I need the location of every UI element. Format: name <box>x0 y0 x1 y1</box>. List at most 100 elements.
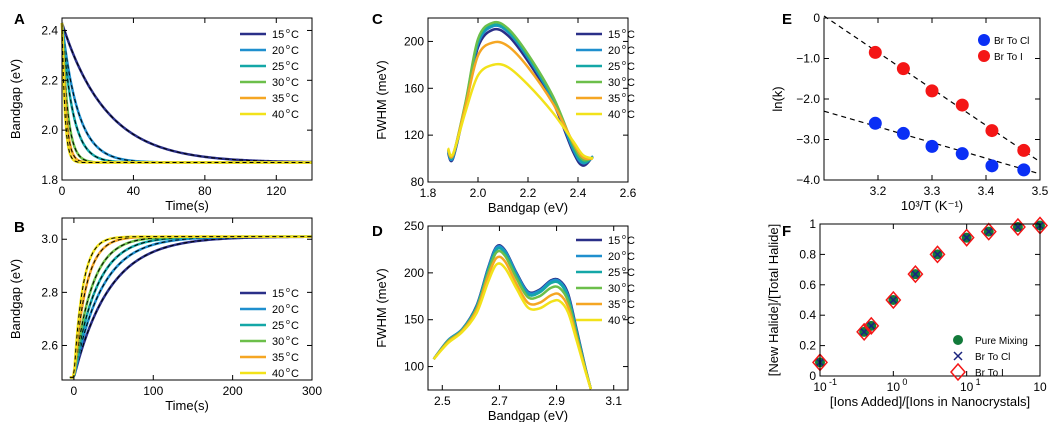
legend-degree: o <box>286 303 290 310</box>
x-tick-exponent: 0 <box>902 377 907 387</box>
legend-unit: C <box>291 320 299 332</box>
y-tick-label: 100 <box>404 360 424 374</box>
y-tick-label: 0.2 <box>799 339 816 353</box>
series-line-35 <box>432 255 593 390</box>
legend-unit: C <box>291 93 299 105</box>
data-point <box>888 295 898 305</box>
legend-unit: C <box>291 288 299 300</box>
legend-label-40: 40 <box>272 109 284 121</box>
x-tick-label: 3.5 <box>1032 184 1049 198</box>
y-axis-label: Bandgap (eV) <box>8 59 23 139</box>
x-tick-label: 40 <box>127 184 141 198</box>
data-point <box>980 222 997 241</box>
legend-marker <box>978 50 990 62</box>
plot-frame <box>61 17 313 181</box>
legend-unit: C <box>627 77 635 89</box>
legend-degree: o <box>622 44 626 51</box>
x-tick-label: 300 <box>302 384 322 398</box>
data-point <box>984 227 994 237</box>
legend-degree: o <box>286 108 290 115</box>
legend-marker <box>953 335 963 345</box>
legend-label-25: 25 <box>608 267 620 279</box>
y-tick-label: 0 <box>813 11 820 25</box>
x-axis-label: Bandgap (eV) <box>488 408 568 422</box>
y-tick-label: 250 <box>404 219 424 233</box>
x-tick-label: 2.6 <box>620 186 637 200</box>
legend-label-35: 35 <box>272 352 284 364</box>
data-point <box>896 126 910 140</box>
x-tick-label: 2.9 <box>548 394 565 408</box>
x-tick-label: 10 <box>1033 380 1047 394</box>
legend-unit: C <box>627 251 635 263</box>
legend-degree: o <box>286 44 290 51</box>
data-point <box>958 228 975 247</box>
y-tick-label: 0.8 <box>799 247 816 261</box>
legend-label-20: 20 <box>272 304 284 316</box>
x-tick-exponent: -1 <box>829 377 837 387</box>
x-tick-label: 200 <box>223 384 243 398</box>
y-tick-label: 120 <box>404 128 424 142</box>
legend-label: Br To Cl <box>975 352 1010 363</box>
legend-label-30: 30 <box>272 77 284 89</box>
legend-label-15: 15 <box>272 29 284 41</box>
data-point <box>868 116 882 130</box>
legend-label: Br To I <box>994 52 1023 63</box>
legend-label-40: 40 <box>272 368 284 380</box>
legend-label-25: 25 <box>272 320 284 332</box>
legend-label-15: 15 <box>272 288 284 300</box>
legend-unit: C <box>291 77 299 89</box>
legend-label: Pure Mixing <box>975 336 1028 347</box>
fit-line-15 <box>61 22 313 163</box>
legend-label-20: 20 <box>608 251 620 263</box>
plot-frame <box>427 225 629 391</box>
legend-unit: C <box>627 315 635 327</box>
legend-label-40: 40 <box>608 315 620 327</box>
y-tick-label: 200 <box>404 266 424 280</box>
panel-a: 0 40 80 120 1.8 2.0 2.2 2.4 Time(s) Bandgap (eV) A… <box>8 11 313 213</box>
panel-c: 1.8 2.0 2.2 2.4 2.6 80 120 160 200 Bandgap (eV) FW… <box>372 11 637 215</box>
legend-degree: o <box>286 92 290 99</box>
legend-degree: o <box>622 60 626 67</box>
y-tick-label: 0.6 <box>799 278 816 292</box>
legend-label: Br To I <box>975 368 1004 379</box>
legend-unit: C <box>627 45 635 57</box>
data-point <box>896 62 910 76</box>
panel-f: 10-110010110200.20.40.60.81[Ions Added]/… <box>766 216 1048 409</box>
legend-degree: o <box>286 287 290 294</box>
legend-unit: C <box>627 299 635 311</box>
legend-degree: o <box>622 266 626 273</box>
legend-label-35: 35 <box>272 93 284 105</box>
y-tick-label: −4.0 <box>796 173 820 187</box>
panel-e: 3.2 3.3 3.4 3.5 −4.0 −3.0 −2.0 −1.0 0 10³/T (K⁻¹)… <box>770 11 1049 213</box>
data-point <box>925 84 939 98</box>
legend-label-30: 30 <box>608 77 620 89</box>
data-point <box>985 124 999 138</box>
y-tick-label: 80 <box>411 175 425 189</box>
legend-unit: C <box>627 29 635 41</box>
x-tick-label: 2.5 <box>434 394 451 408</box>
x-axis-label: 10³/T (K⁻¹) <box>901 198 963 213</box>
legend-label-25: 25 <box>608 61 620 73</box>
legend-label-35: 35 <box>608 93 620 105</box>
legend-label-30: 30 <box>272 336 284 348</box>
x-tick-label: 2.4 <box>570 186 587 200</box>
data-point <box>1017 143 1031 157</box>
fit-line-40 <box>69 236 312 378</box>
y-axis-label: Bandgap (eV) <box>8 259 23 339</box>
data-point <box>1017 163 1031 177</box>
y-axis-label: FWHM (meV) <box>374 268 389 347</box>
data-point <box>955 147 969 161</box>
x-axis-label: Time(s) <box>165 198 209 213</box>
y-tick-label: 0 <box>809 369 816 383</box>
fit-line-40 <box>61 22 312 164</box>
plot-frame <box>61 217 313 381</box>
legend-degree: o <box>622 298 626 305</box>
y-tick-label: 150 <box>404 313 424 327</box>
legend-degree: o <box>622 28 626 35</box>
plot-frame <box>819 223 1041 377</box>
legend-unit: C <box>291 304 299 316</box>
data-point <box>932 249 943 259</box>
y-tick-label: 2.8 <box>41 285 58 299</box>
legend-degree: o <box>622 314 626 321</box>
